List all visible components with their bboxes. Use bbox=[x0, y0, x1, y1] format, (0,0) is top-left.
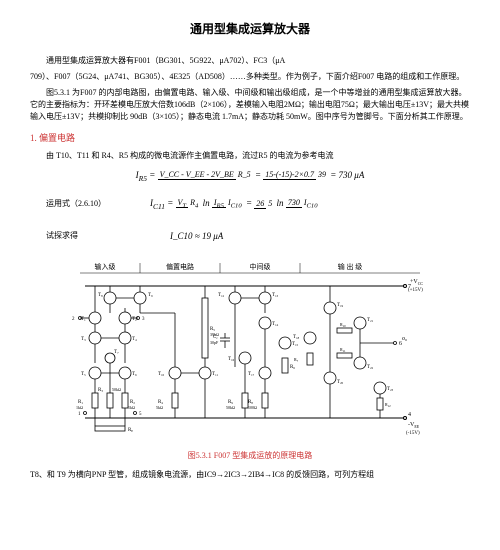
svg-text:T9: T9 bbox=[148, 293, 153, 298]
svg-text:R12: R12 bbox=[385, 402, 391, 408]
svg-text:输 出 级: 输 出 级 bbox=[338, 262, 363, 271]
svg-text:T8: T8 bbox=[98, 293, 103, 298]
svg-text:输入级: 输入级 bbox=[95, 262, 116, 271]
equation-1: IR5 = V_CC - V_EE - 2V_BER_5 = 15-(-15)-… bbox=[30, 168, 470, 185]
svg-text:T22: T22 bbox=[367, 365, 374, 370]
svg-text:5: 5 bbox=[139, 412, 142, 417]
svg-text:1kΩ: 1kΩ bbox=[128, 405, 135, 410]
svg-text:R6: R6 bbox=[290, 365, 295, 370]
svg-text:5kΩ: 5kΩ bbox=[156, 405, 163, 410]
equation-3: I_C10 ≈ 19 μA bbox=[170, 229, 223, 243]
intro-p1: 通用型集成运算放大器有F001（BG301、5G922、μA702）、FC3（μ… bbox=[30, 55, 470, 67]
svg-text:T3: T3 bbox=[81, 337, 86, 342]
svg-text:2: 2 bbox=[72, 317, 75, 322]
svg-text:50kΩ: 50kΩ bbox=[226, 405, 235, 410]
svg-text:T16: T16 bbox=[228, 357, 235, 362]
svg-text:T23: T23 bbox=[387, 387, 394, 392]
svg-text:100Ω: 100Ω bbox=[248, 405, 257, 410]
svg-text:oo: oo bbox=[402, 336, 407, 342]
svg-text:RP: RP bbox=[128, 428, 133, 433]
svg-text:+VCC: +VCC bbox=[410, 279, 423, 286]
svg-text:R11: R11 bbox=[340, 347, 346, 353]
svg-text:T15: T15 bbox=[292, 342, 299, 347]
svg-text:(-15V): (-15V) bbox=[406, 431, 420, 436]
svg-text:中间级: 中间级 bbox=[250, 262, 271, 271]
circuit-diagram: 输入级 偏置电路 中间级 输 出 级 +VCC (+15V) -VEE (-15… bbox=[30, 258, 470, 443]
svg-text:T5: T5 bbox=[81, 372, 86, 377]
intro-p2: 709）、F007（5G24、μA741、BG305）、4E325（AD508）… bbox=[30, 71, 470, 83]
circuit-caption: 图5.3.1 F007 型集成运放的原理电路 bbox=[30, 450, 470, 463]
svg-text:T6: T6 bbox=[132, 372, 137, 377]
section1-p1: 由 T10、T11 和 R4、R5 构成的微电流源作主偏置电路，流过R5 的电流… bbox=[30, 150, 470, 162]
page-title: 通用型集成运算放大器 bbox=[30, 20, 470, 39]
svg-text:R3: R3 bbox=[98, 388, 103, 393]
svg-text:T14: T14 bbox=[272, 322, 279, 327]
eq2-label: 运用式（2.6.10） bbox=[30, 198, 130, 211]
svg-text:7: 7 bbox=[408, 284, 411, 290]
svg-text:T20: T20 bbox=[337, 380, 344, 385]
svg-text:T13: T13 bbox=[272, 293, 279, 298]
svg-text:T4: T4 bbox=[132, 337, 137, 342]
intro-p3: 图5.3.1 为F007 的内部电路图，由偏置电路、输入级、中间级和输出级组成，… bbox=[30, 87, 470, 123]
equation-3-row: 试探求得 I_C10 ≈ 19 μA bbox=[30, 223, 470, 249]
svg-text:1kΩ: 1kΩ bbox=[76, 405, 83, 410]
equation-2-row: 运用式（2.6.10） IC11 = VTR4 ln IR5IC10 = 265… bbox=[30, 190, 470, 219]
svg-text:偏置电路: 偏置电路 bbox=[166, 262, 194, 271]
svg-text:T12: T12 bbox=[218, 293, 225, 298]
footer-p: T8、和 T9 为横向PNP 型管，组成镜象电流源，由IC9→2IC3→2IB4… bbox=[30, 469, 470, 481]
equation-2: IC11 = VTR4 ln IR5IC10 = 265 ln 730IC10 bbox=[150, 196, 320, 213]
svg-text:R7: R7 bbox=[294, 357, 299, 363]
svg-text:T21: T21 bbox=[367, 318, 374, 323]
svg-text:R10: R10 bbox=[340, 322, 346, 328]
svg-text:T10: T10 bbox=[158, 372, 165, 377]
svg-text:T18: T18 bbox=[293, 335, 300, 340]
svg-text:30pF: 30pF bbox=[210, 340, 219, 345]
svg-text:3: 3 bbox=[142, 317, 145, 322]
eq3-label: 试探求得 bbox=[30, 230, 130, 243]
svg-text:T7: T7 bbox=[114, 350, 119, 355]
svg-text:1: 1 bbox=[78, 412, 81, 417]
svg-text:T17: T17 bbox=[248, 372, 255, 377]
svg-text:-VEE: -VEE bbox=[408, 422, 420, 429]
section1-header: 1. 偏置电路 bbox=[30, 131, 470, 145]
svg-text:4: 4 bbox=[408, 412, 411, 418]
svg-text:50kΩ: 50kΩ bbox=[112, 387, 121, 392]
svg-text:T11: T11 bbox=[212, 372, 218, 377]
svg-text:T19: T19 bbox=[337, 303, 344, 308]
